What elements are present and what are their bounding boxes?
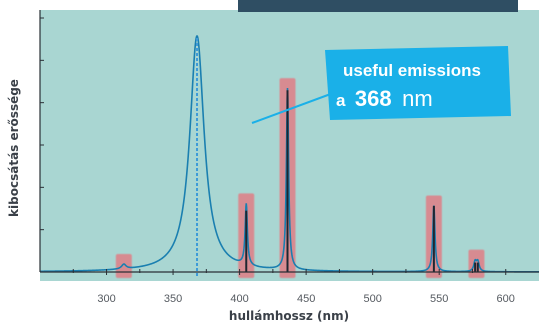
x-tick-label: 500 bbox=[363, 293, 381, 305]
x-axis-label: hullámhossz (nm) bbox=[229, 309, 349, 323]
x-tick-label: 600 bbox=[497, 293, 515, 305]
y-axis-label: kibocsátás erőssége bbox=[7, 79, 21, 217]
spectrum-curve bbox=[40, 34, 539, 273]
x-tick-label: 300 bbox=[97, 293, 115, 305]
highlight-bar bbox=[115, 254, 132, 278]
axes-group: 300 350 400 450 500 550 600 bbox=[39, 10, 539, 305]
callout-value: 368 bbox=[355, 86, 392, 111]
callout-prefix: a bbox=[336, 91, 346, 110]
top-banner bbox=[238, 0, 518, 12]
callout-text-line2: a 368 nm bbox=[336, 86, 433, 111]
callout-pointer bbox=[251, 91, 337, 124]
callout-box bbox=[325, 46, 511, 120]
x-tick-label: 400 bbox=[230, 293, 248, 305]
curve-group bbox=[40, 34, 539, 276]
highlight-bar bbox=[468, 249, 485, 278]
callout-text-line1: useful emissions bbox=[343, 61, 481, 80]
x-tick-label: 350 bbox=[164, 293, 182, 305]
callout-unit: nm bbox=[402, 86, 433, 111]
x-tick-label: 550 bbox=[430, 293, 448, 305]
callout-group: useful emissions a 368 nm bbox=[251, 46, 511, 124]
x-tick-label: 450 bbox=[297, 293, 315, 305]
